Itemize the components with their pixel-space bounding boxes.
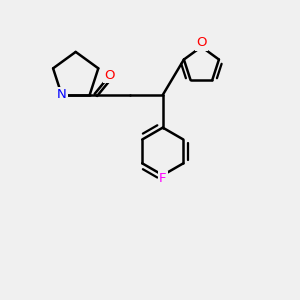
Text: F: F: [159, 172, 166, 185]
Text: N: N: [57, 88, 67, 101]
Text: O: O: [105, 68, 115, 82]
Text: O: O: [196, 36, 207, 50]
